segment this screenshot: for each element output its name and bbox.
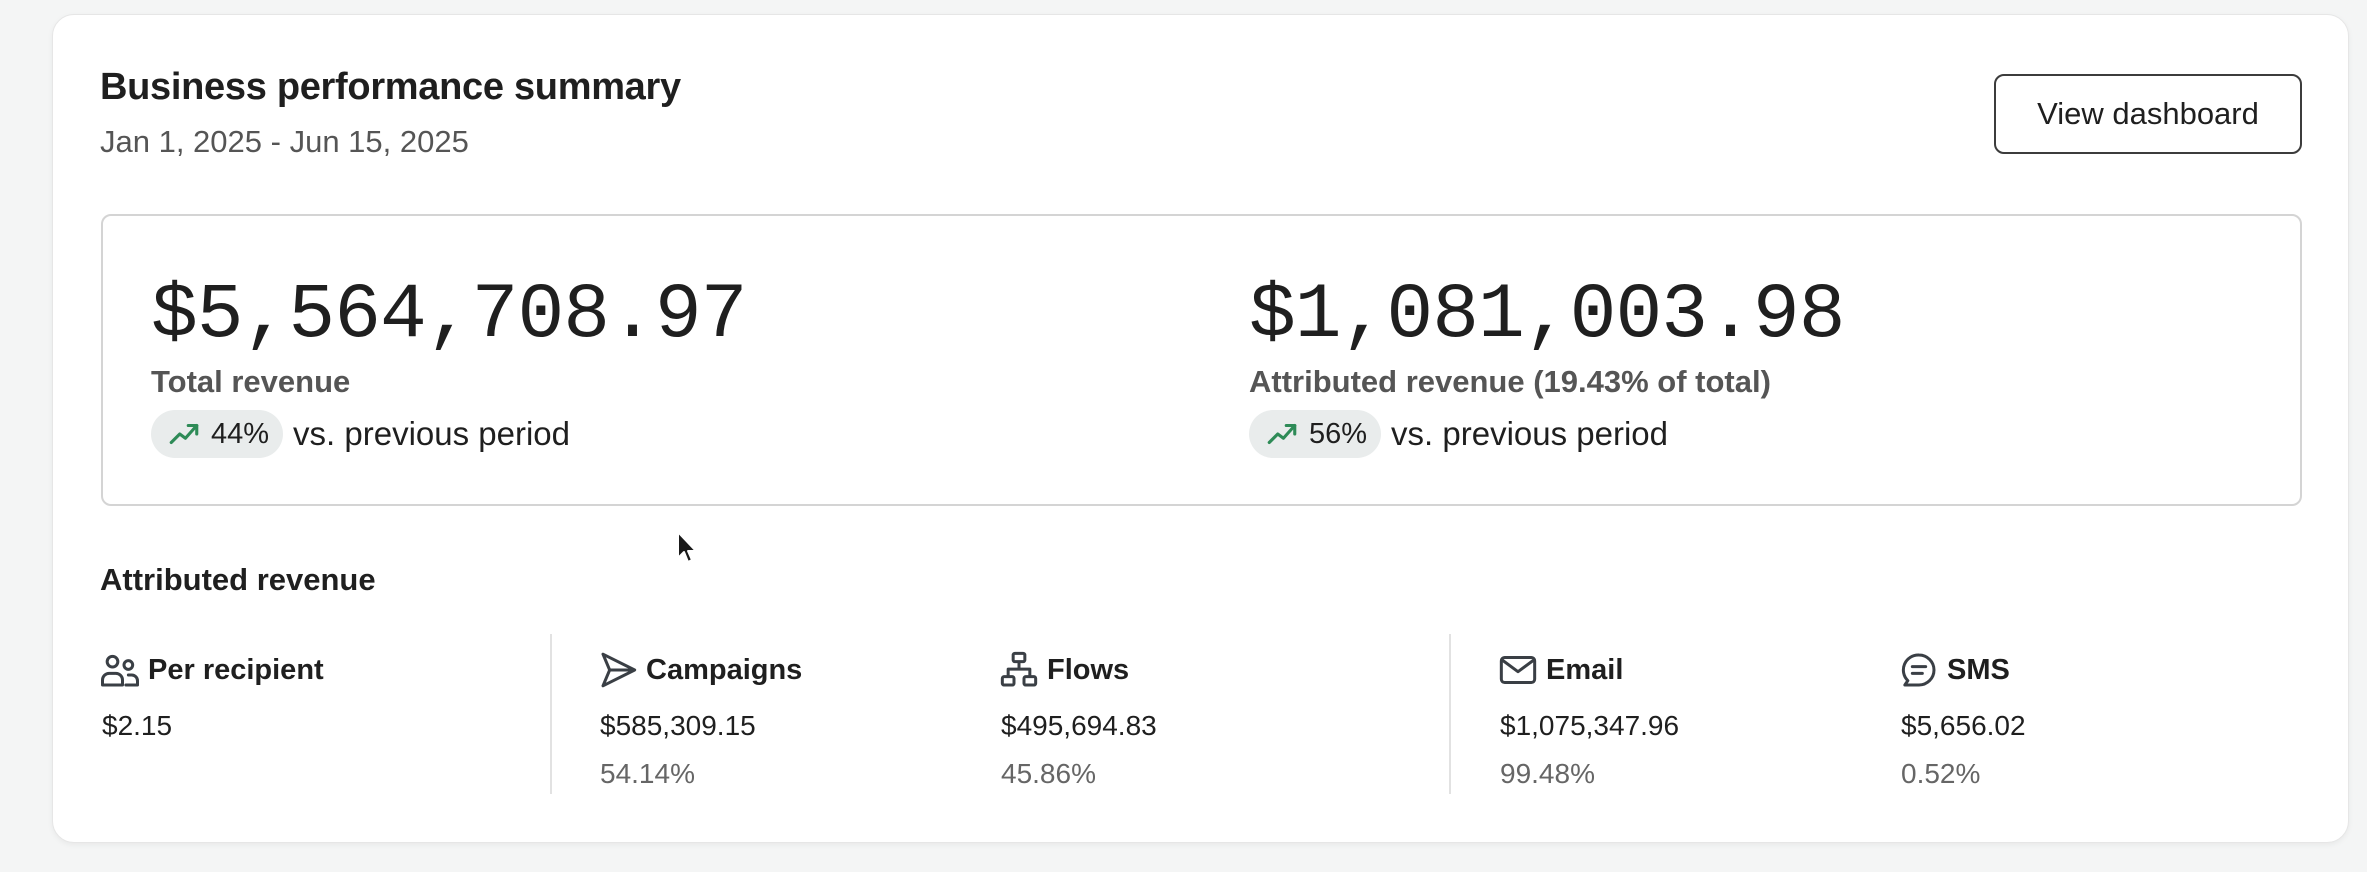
change-value: 56%: [1309, 417, 1368, 450]
sms-stat: SMS $5,656.02 0.52%: [1899, 650, 2026, 789]
message-icon: [1901, 653, 1936, 687]
change-badge: 44%: [151, 410, 284, 458]
total-revenue-trend: 44% vs. previous period: [151, 410, 570, 458]
date-range: Jan 1, 2025 - Jun 15, 2025: [100, 124, 469, 159]
metrics-panel: $5,564,708.97 Total revenue 44% vs. prev…: [101, 214, 2302, 506]
flows-stat: Flows $495,694.83 45.86%: [999, 650, 1157, 789]
users-icon: [101, 654, 139, 687]
email-percentage: 99.48%: [1500, 758, 1595, 789]
flow-icon: [1000, 651, 1038, 687]
total-revenue-value: $5,564,708.97: [151, 272, 747, 360]
column-divider: [1449, 634, 1451, 794]
trending-up-icon: [169, 423, 199, 445]
attributed-revenue-heading: Attributed revenue: [100, 562, 376, 597]
comparison-label: vs. previous period: [293, 415, 571, 452]
email-label: Email: [1546, 653, 1624, 686]
change-badge: 56%: [1249, 410, 1382, 458]
sms-label: SMS: [1947, 653, 2010, 686]
send-icon: [601, 652, 637, 688]
flows-percentage: 45.86%: [1001, 758, 1096, 789]
attributed-revenue-label: Attributed revenue (19.43% of total): [1249, 364, 1771, 399]
mail-icon: [1499, 656, 1537, 684]
campaigns-percentage: 54.14%: [600, 758, 695, 789]
email-stat: Email $1,075,347.96 99.48%: [1498, 650, 1679, 789]
attributed-revenue-value: $1,081,003.98: [1249, 272, 1845, 360]
total-revenue-label: Total revenue: [151, 364, 351, 399]
email-amount: $1,075,347.96: [1500, 710, 1680, 741]
view-dashboard-button[interactable]: View dashboard: [1994, 74, 2302, 154]
performance-summary-card: [52, 14, 2349, 843]
attributed-revenue-trend: 56% vs. previous period: [1249, 410, 1668, 458]
comparison-label: vs. previous period: [1391, 415, 1669, 452]
trending-up-icon: [1267, 423, 1297, 445]
mouse-cursor-icon: [677, 531, 697, 563]
per-recipient-stat: Per recipient $2.15: [100, 650, 324, 741]
sms-percentage: 0.52%: [1901, 758, 1981, 789]
change-value: 44%: [211, 417, 270, 450]
page-title: Business performance summary: [100, 66, 681, 108]
per-recipient-amount: $2.15: [102, 710, 173, 741]
campaigns-amount: $585,309.15: [600, 710, 756, 741]
flows-amount: $495,694.83: [1001, 710, 1157, 741]
campaigns-stat: Campaigns $585,309.15 54.14%: [598, 650, 803, 789]
sms-amount: $5,656.02: [1901, 710, 2026, 741]
column-divider: [550, 634, 552, 794]
flows-label: Flows: [1047, 653, 1130, 686]
campaigns-label: Campaigns: [646, 653, 803, 686]
per-recipient-label: Per recipient: [148, 653, 324, 686]
